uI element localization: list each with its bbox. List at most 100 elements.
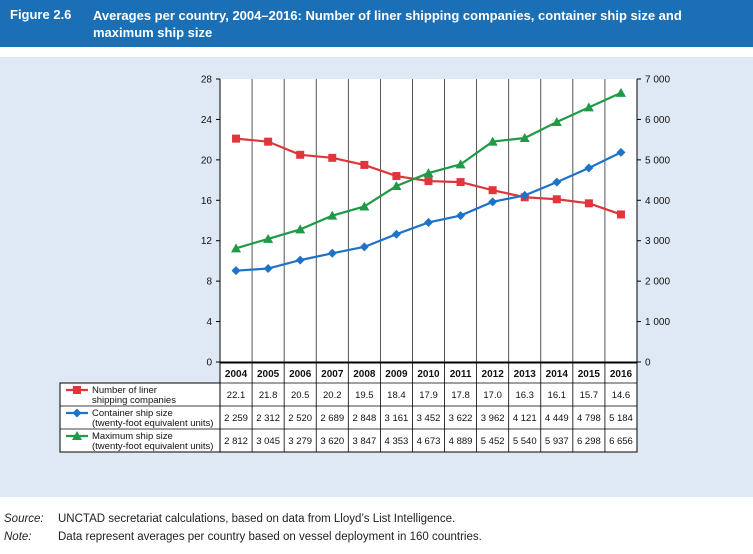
data-table: [219, 362, 638, 453]
figure-number: Figure 2.6: [10, 7, 72, 22]
diamond-marker: [520, 190, 530, 200]
triangle-marker: [487, 136, 498, 146]
data-label: 5 452: [481, 436, 505, 447]
data-label: 3 847: [352, 436, 376, 447]
data-label: 17.0: [483, 390, 502, 401]
diamond-marker: [359, 242, 369, 252]
data-label: 16.3: [515, 390, 534, 401]
x-tick-label: 2011: [450, 369, 472, 380]
diamond-marker: [391, 229, 401, 239]
triangle-marker: [231, 243, 242, 253]
data-label: 4 449: [545, 413, 569, 424]
right-tick-label: 3 000: [645, 236, 670, 247]
legend-label: shipping companies: [92, 395, 176, 406]
triangle-marker: [519, 133, 530, 143]
data-label: 6 298: [577, 436, 601, 447]
data-label: 3 962: [481, 413, 505, 424]
data-label: 21.8: [259, 390, 278, 401]
diamond-marker: [616, 147, 626, 157]
data-label: 17.8: [451, 390, 470, 401]
left-tick-label: 0: [206, 358, 212, 369]
triangle-marker: [263, 233, 274, 243]
data-label: 3 622: [449, 413, 473, 424]
square-marker: [584, 199, 593, 208]
right-tick-label: 4 000: [645, 196, 670, 207]
triangle-marker: [615, 87, 626, 97]
data-label: 5 540: [513, 436, 537, 447]
data-label: 20.5: [291, 390, 310, 401]
diamond-marker: [327, 248, 337, 258]
chart-notes: Source: UNCTAD secretariat calculations,…: [0, 513, 753, 549]
diamond-marker: [584, 163, 594, 173]
data-label: 22.1: [227, 390, 246, 401]
data-label: 4 673: [417, 436, 441, 447]
data-label: 18.4: [387, 390, 406, 401]
data-label: 20.2: [323, 390, 342, 401]
data-label: 3 620: [320, 436, 344, 447]
legend-label: (twenty-foot equivalent units): [92, 418, 213, 429]
left-tick-label: 16: [201, 196, 213, 207]
triangle-marker: [72, 431, 82, 440]
x-tick-label: 2009: [385, 369, 408, 380]
data-note: Note: Data represent averages per countr…: [0, 531, 753, 549]
x-tick-label: 2016: [610, 369, 633, 380]
diamond-marker: [552, 177, 562, 187]
legend-label: Container ship size: [92, 408, 173, 419]
x-tick-label: 2004: [225, 369, 248, 380]
line-chart: 0 4 8 12 16 20 24 28 0 1 000 2 000 3 000 4 000 5 000 6…: [59, 75, 670, 453]
legend-label: Number of liner: [92, 385, 157, 396]
x-tick-label: 2006: [289, 369, 312, 380]
data-label: 19.5: [355, 390, 374, 401]
square-marker: [264, 137, 273, 146]
triangle-marker: [423, 168, 434, 178]
right-tick-label: 2 000: [645, 277, 670, 288]
data-label: 4 798: [577, 413, 601, 424]
data-label: 4 121: [513, 413, 537, 424]
square-marker: [488, 186, 497, 195]
x-tick-label: 2007: [321, 369, 344, 380]
data-label: 3 045: [256, 436, 280, 447]
figure-title: Averages per country, 2004–2016: Number …: [93, 8, 682, 40]
data-label: 17.9: [419, 390, 438, 401]
x-tick-label: 2014: [546, 369, 569, 380]
data-label: 3 279: [288, 436, 312, 447]
square-marker: [456, 178, 465, 187]
note-label: Note:: [4, 531, 32, 543]
data-label: 15.7: [580, 390, 599, 401]
data-label: 4 889: [449, 436, 473, 447]
figure-header: Figure 2.6 Averages per country, 2004–20…: [0, 0, 753, 47]
diamond-marker: [231, 266, 241, 276]
data-label: 6 656: [609, 436, 633, 447]
diamond-marker: [424, 217, 433, 227]
square-marker: [552, 195, 561, 204]
square-marker: [328, 153, 337, 162]
left-tick-label: 20: [201, 155, 213, 166]
diamond-marker: [263, 264, 273, 274]
x-tick-label: 2012: [482, 369, 505, 380]
square-marker: [73, 386, 81, 394]
legend-label: Maximum ship size: [92, 431, 173, 442]
note-text: Data represent averages per country base…: [58, 531, 482, 543]
triangle-marker: [391, 181, 402, 191]
square-marker: [232, 134, 241, 143]
x-tick-label: 2010: [417, 369, 440, 380]
square-marker: [392, 172, 401, 181]
x-tick-label: 2015: [578, 369, 601, 380]
legend-label: (twenty-foot equivalent units): [92, 441, 213, 452]
left-tick-label: 12: [201, 236, 213, 247]
data-label: 3 161: [385, 413, 409, 424]
triangle-marker: [583, 102, 594, 112]
right-tick-label: 6 000: [645, 115, 670, 126]
right-tick-label: 5 000: [645, 155, 670, 166]
source-note: Source: UNCTAD secretariat calculations,…: [0, 513, 753, 531]
right-tick-label: 7 000: [645, 75, 670, 86]
legend-column: [59, 382, 221, 453]
triangle-marker: [455, 159, 466, 169]
data-label: 2 259: [224, 413, 248, 424]
triangle-marker: [295, 224, 306, 234]
data-label: 3 452: [417, 413, 441, 424]
x-tick-label: 2013: [514, 369, 537, 380]
square-marker: [360, 160, 369, 169]
square-marker: [296, 150, 305, 159]
triangle-marker: [551, 116, 562, 126]
